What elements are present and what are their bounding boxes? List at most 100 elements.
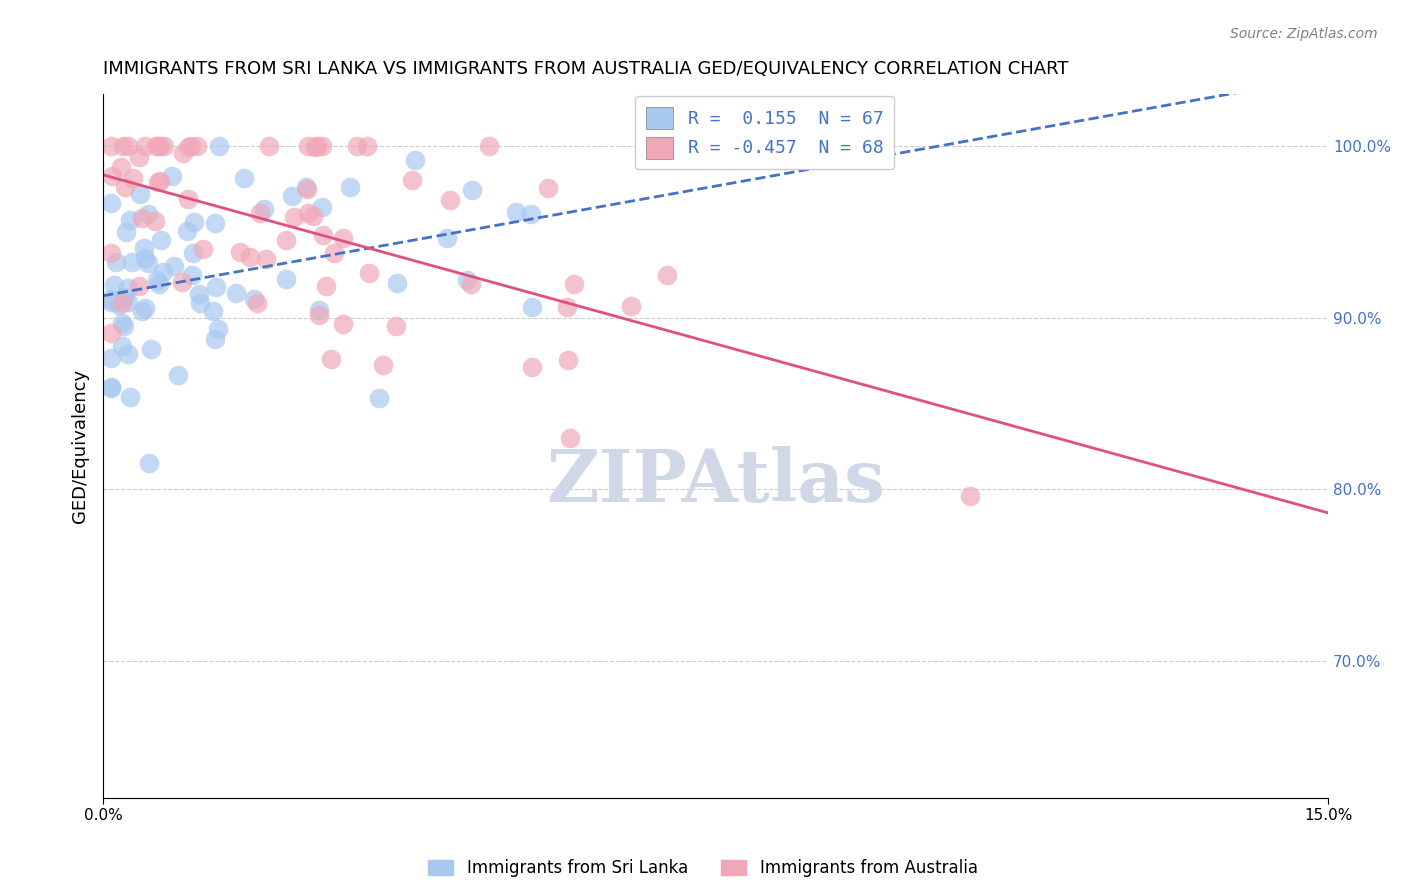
Immigrants from Australia — [176, 192, 198, 206]
Immigrants from Australia — [520, 360, 543, 375]
Immigrants from Sri Lanka — [207, 321, 229, 335]
Immigrants from Australia — [117, 139, 139, 153]
Immigrants from Sri Lanka — [181, 246, 204, 260]
Immigrants from Sri Lanka — [108, 298, 131, 312]
Immigrants from Australia — [308, 308, 330, 322]
Immigrants from Australia — [254, 252, 277, 266]
Immigrants from Sri Lanka — [385, 276, 408, 290]
Immigrants from Australia — [332, 318, 354, 332]
Immigrants from Australia — [557, 301, 579, 315]
Immigrants from Australia — [302, 210, 325, 224]
Legend: Immigrants from Sri Lanka, Immigrants from Australia: Immigrants from Sri Lanka, Immigrants fr… — [422, 853, 984, 884]
Immigrants from Sri Lanka — [146, 273, 169, 287]
Immigrants from Sri Lanka — [136, 207, 159, 221]
Immigrants from Australia — [959, 489, 981, 503]
Immigrants from Sri Lanka — [100, 351, 122, 365]
Immigrants from Sri Lanka — [136, 256, 159, 270]
Immigrants from Sri Lanka — [121, 255, 143, 269]
Immigrants from Sri Lanka — [280, 189, 302, 203]
Immigrants from Sri Lanka — [404, 153, 426, 167]
Immigrants from Sri Lanka — [141, 342, 163, 356]
Immigrants from Australia — [239, 251, 262, 265]
Immigrants from Australia — [153, 139, 176, 153]
Immigrants from Australia — [439, 193, 461, 207]
Immigrants from Sri Lanka — [132, 242, 155, 256]
Immigrants from Sri Lanka — [138, 456, 160, 470]
Y-axis label: GED/Equivalency: GED/Equivalency — [72, 369, 89, 524]
Immigrants from Sri Lanka — [188, 296, 211, 310]
Immigrants from Australia — [655, 268, 678, 282]
Immigrants from Sri Lanka — [115, 225, 138, 239]
Immigrants from Australia — [177, 140, 200, 154]
Text: Source: ZipAtlas.com: Source: ZipAtlas.com — [1230, 27, 1378, 41]
Immigrants from Australia — [143, 213, 166, 227]
Immigrants from Sri Lanka — [461, 183, 484, 197]
Immigrants from Australia — [191, 243, 214, 257]
Immigrants from Sri Lanka — [117, 347, 139, 361]
Immigrants from Sri Lanka — [183, 215, 205, 229]
Immigrants from Australia — [297, 206, 319, 220]
Immigrants from Sri Lanka — [204, 332, 226, 346]
Immigrants from Sri Lanka — [208, 139, 231, 153]
Immigrants from Sri Lanka — [166, 368, 188, 383]
Immigrants from Australia — [134, 139, 156, 153]
Immigrants from Australia — [186, 139, 208, 153]
Immigrants from Australia — [128, 150, 150, 164]
Immigrants from Australia — [297, 181, 319, 195]
Immigrants from Sri Lanka — [294, 179, 316, 194]
Immigrants from Sri Lanka — [339, 179, 361, 194]
Immigrants from Australia — [304, 140, 326, 154]
Immigrants from Australia — [100, 326, 122, 340]
Immigrants from Australia — [128, 279, 150, 293]
Immigrants from Australia — [148, 175, 170, 189]
Immigrants from Australia — [100, 169, 122, 183]
Immigrants from Sri Lanka — [456, 273, 478, 287]
Immigrants from Sri Lanka — [204, 279, 226, 293]
Immigrants from Sri Lanka — [134, 251, 156, 265]
Immigrants from Sri Lanka — [311, 200, 333, 214]
Immigrants from Australia — [312, 227, 335, 242]
Immigrants from Sri Lanka — [110, 339, 132, 353]
Immigrants from Sri Lanka — [274, 272, 297, 286]
Immigrants from Sri Lanka — [162, 169, 184, 183]
Immigrants from Sri Lanka — [520, 207, 543, 221]
Immigrants from Australia — [112, 139, 135, 153]
Immigrants from Australia — [478, 139, 501, 153]
Immigrants from Australia — [180, 139, 202, 153]
Immigrants from Australia — [307, 139, 329, 153]
Immigrants from Sri Lanka — [100, 294, 122, 309]
Immigrants from Sri Lanka — [118, 390, 141, 404]
Immigrants from Sri Lanka — [100, 292, 122, 306]
Immigrants from Australia — [373, 358, 395, 372]
Immigrants from Sri Lanka — [100, 380, 122, 394]
Immigrants from Australia — [100, 139, 122, 153]
Immigrants from Sri Lanka — [112, 318, 135, 333]
Immigrants from Australia — [346, 139, 368, 153]
Immigrants from Australia — [560, 431, 582, 445]
Immigrants from Australia — [356, 139, 378, 153]
Immigrants from Sri Lanka — [131, 304, 153, 318]
Immigrants from Sri Lanka — [149, 233, 172, 247]
Immigrants from Australia — [257, 139, 280, 153]
Text: IMMIGRANTS FROM SRI LANKA VS IMMIGRANTS FROM AUSTRALIA GED/EQUIVALENCY CORRELATI: IMMIGRANTS FROM SRI LANKA VS IMMIGRANTS … — [103, 60, 1069, 78]
Immigrants from Sri Lanka — [188, 286, 211, 301]
Immigrants from Australia — [229, 245, 252, 260]
Immigrants from Sri Lanka — [112, 290, 135, 304]
Immigrants from Australia — [359, 266, 381, 280]
Immigrants from Sri Lanka — [368, 391, 391, 405]
Immigrants from Australia — [122, 170, 145, 185]
Immigrants from Australia — [145, 139, 167, 153]
Immigrants from Sri Lanka — [243, 292, 266, 306]
Immigrants from Australia — [311, 139, 333, 153]
Immigrants from Sri Lanka — [148, 277, 170, 291]
Immigrants from Sri Lanka — [100, 381, 122, 395]
Immigrants from Sri Lanka — [152, 265, 174, 279]
Immigrants from Sri Lanka — [120, 213, 142, 227]
Immigrants from Australia — [274, 234, 297, 248]
Immigrants from Australia — [557, 352, 579, 367]
Text: ZIPAtlas: ZIPAtlas — [546, 446, 884, 517]
Immigrants from Sri Lanka — [128, 187, 150, 202]
Immigrants from Sri Lanka — [100, 196, 122, 211]
Immigrants from Sri Lanka — [522, 300, 544, 314]
Immigrants from Australia — [297, 139, 319, 153]
